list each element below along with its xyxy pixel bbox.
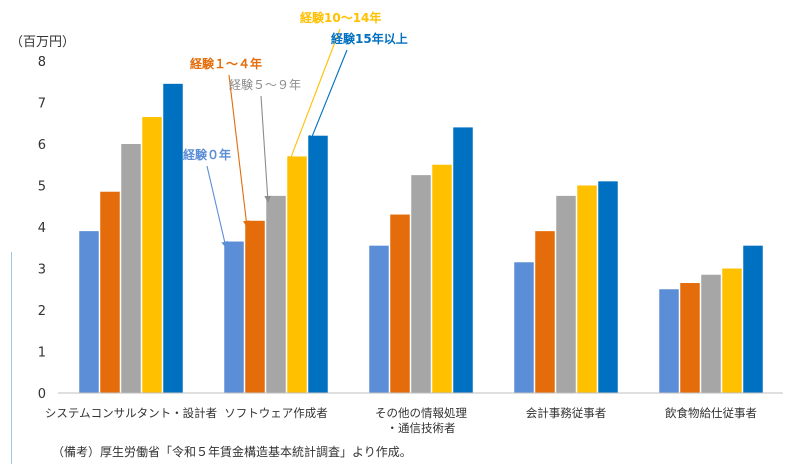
x-tick-label: その他の情報処理: [375, 406, 467, 420]
bar: [556, 195, 576, 393]
bar: [308, 135, 328, 393]
y-tick-label: 7: [38, 97, 46, 112]
bar: [121, 144, 141, 393]
y-tick-label: 8: [38, 55, 46, 70]
annotation-arrow: [309, 49, 348, 143]
annotation-arrow: [206, 165, 228, 249]
x-tick-label: ソフトウェア作成者: [224, 406, 328, 420]
annotation-arrow: [260, 95, 271, 203]
bar: [390, 214, 410, 393]
bar: [453, 127, 473, 394]
bar: [245, 220, 265, 393]
bar: [287, 156, 307, 393]
x-tick-label: ・通信技術者: [387, 421, 456, 435]
bar: [535, 231, 555, 393]
bar: [598, 181, 618, 393]
bar: [743, 245, 763, 393]
y-axis-unit-label: （百万円）: [10, 35, 75, 50]
y-tick-label: 6: [38, 138, 46, 153]
annotation-arrow: [228, 74, 250, 228]
bar: [680, 283, 700, 393]
series-label: 経験10～14年: [300, 10, 381, 25]
x-tick-label: 会計事務従事者: [526, 406, 607, 420]
bar: [659, 289, 679, 393]
y-tick-label: 5: [38, 180, 46, 195]
series-label: 経験０年: [183, 147, 231, 162]
bar: [722, 268, 742, 393]
bar-groups: [79, 83, 763, 394]
bar: [224, 241, 244, 393]
y-tick-label: 3: [38, 263, 46, 278]
bar: [100, 191, 120, 393]
bar: [514, 262, 534, 393]
bar: [163, 83, 183, 393]
bar: [266, 195, 286, 393]
bar: [79, 231, 99, 393]
y-tick-label: 1: [38, 346, 46, 361]
bar: [432, 164, 452, 393]
x-axis-labels: システムコンサルタント・設計者 ソフトウェア作成者 その他の情報処理・通信技術者 会計…: [45, 406, 757, 435]
y-axis-ticks: 0 1 2 3 4 5 6 7 8: [38, 55, 46, 402]
y-tick-label: 2: [38, 304, 46, 319]
bar: [701, 274, 721, 393]
bar: [369, 245, 389, 393]
annotation-arrow: [288, 28, 341, 164]
bar: [142, 117, 162, 394]
series-label: 経験15年以上: [331, 31, 408, 46]
bar: [411, 175, 431, 393]
x-tick-label: 飲食物給仕従事者: [665, 406, 757, 420]
y-tick-label: 0: [38, 387, 46, 402]
series-label: 経験５～９年: [229, 77, 301, 92]
bar: [577, 185, 597, 393]
y-tick-label: 4: [38, 221, 46, 236]
left-accent-line: [11, 252, 12, 464]
source-note: （備考）厚生労働省「令和５年賃金構造基本統計調査」より作成。: [52, 445, 412, 459]
series-label: 経験１～４年: [190, 56, 262, 71]
x-tick-label: システムコンサルタント・設計者: [45, 406, 217, 420]
